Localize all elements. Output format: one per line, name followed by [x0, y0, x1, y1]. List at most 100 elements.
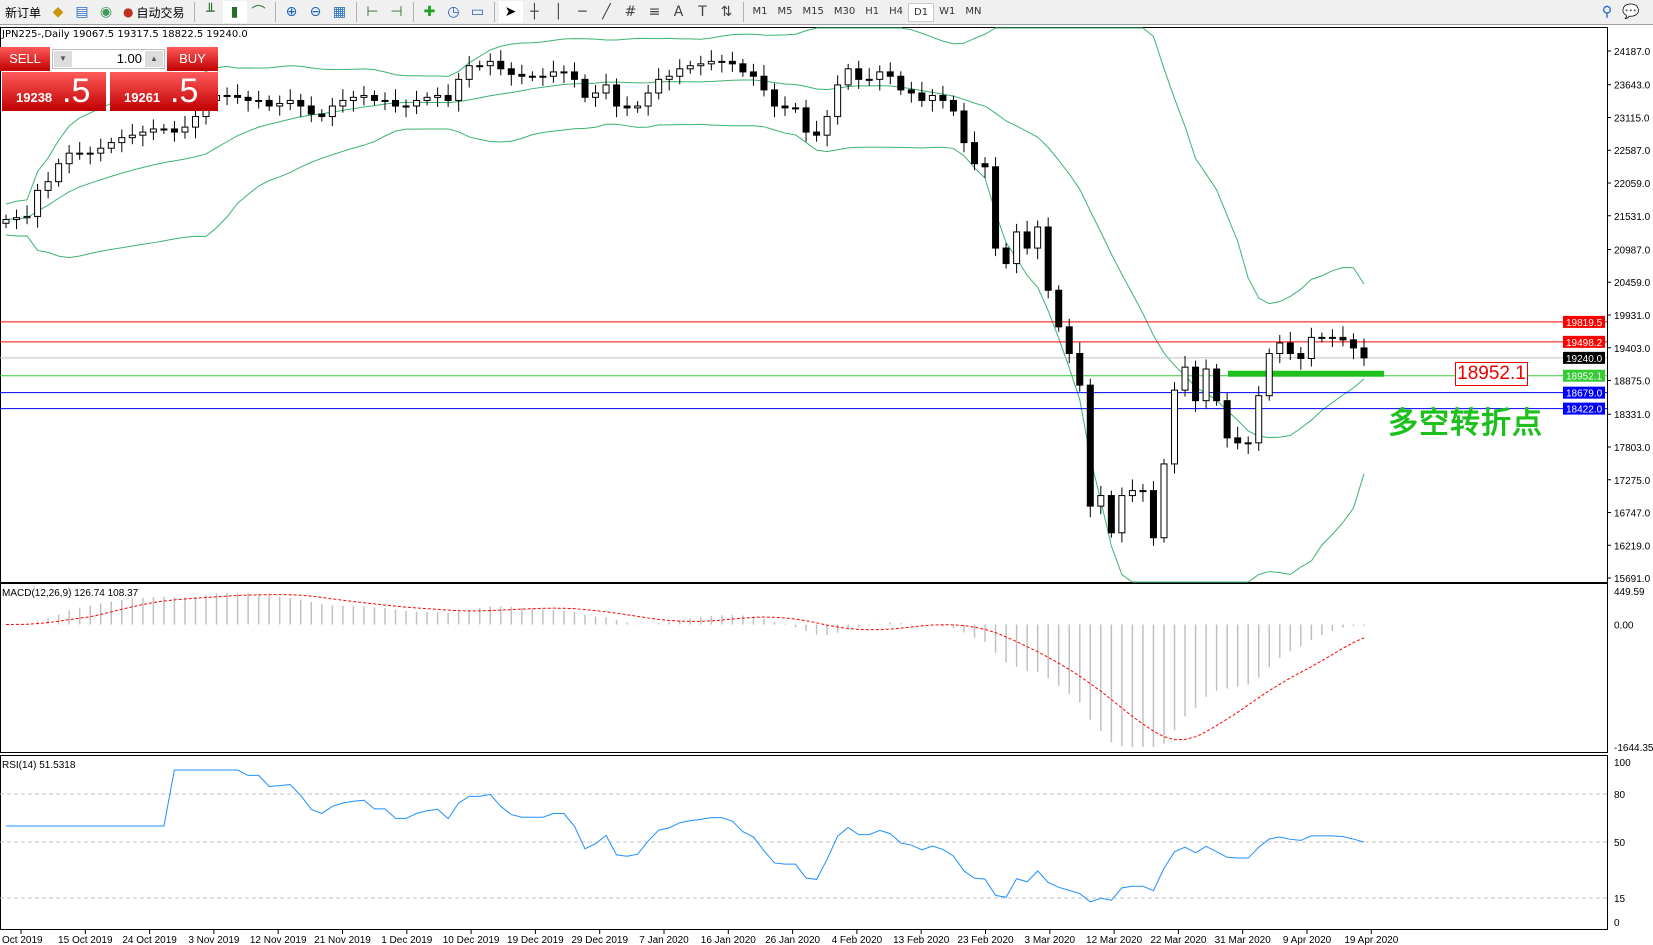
zoom-out-icon[interactable]: ⊖	[309, 4, 322, 20]
chart-shift-icon[interactable]: ⊣	[390, 4, 403, 20]
timeframe-mn[interactable]: MN	[965, 5, 982, 17]
indicators-icon[interactable]: ✚	[423, 4, 436, 20]
price-tick-label: 15691.0	[1614, 574, 1651, 585]
candle-bear	[1339, 336, 1347, 341]
ask-fraction: .5	[170, 72, 199, 110]
timeframe-h1[interactable]: H1	[865, 5, 880, 17]
periods-icon[interactable]: ◷	[447, 4, 460, 20]
candle-bear	[897, 75, 905, 91]
candle-bear	[1149, 490, 1157, 539]
timeframe-d1[interactable]: D1	[908, 2, 935, 22]
text-label-icon[interactable]: T	[698, 4, 707, 20]
candle-bull	[181, 126, 189, 133]
lot-size-input[interactable]: ▼ 1.00 ▲	[52, 49, 165, 69]
lot-decrease-button[interactable]: ▼	[54, 51, 72, 67]
candle-bull	[1255, 395, 1263, 444]
line-chart-icon[interactable]: ⌒	[251, 5, 266, 21]
equidistant-channel-icon[interactable]: #	[624, 4, 637, 20]
candle-bear	[1286, 342, 1294, 355]
candle-bull	[823, 116, 831, 136]
price-tick-label: 19403.0	[1614, 344, 1651, 355]
candle-bear	[1213, 368, 1221, 402]
candle-bear	[1234, 437, 1242, 444]
candle-bull	[149, 128, 157, 133]
chart-info: JPN225-,Daily 19067.5 19317.5 18822.5 19…	[2, 29, 248, 40]
search-icon[interactable]: ⚲	[1601, 4, 1613, 20]
price-level-tag	[1563, 402, 1605, 415]
sell-price[interactable]: 19238 .5	[2, 72, 106, 111]
time-tick-label: 24 Oct 2019	[122, 935, 177, 945]
new-order-button[interactable]: 新订单	[0, 1, 46, 23]
candle-bull	[86, 152, 94, 155]
candle-bear	[518, 73, 526, 77]
auto-trading-button[interactable]: ● 自动交易	[118, 1, 190, 23]
candle-bull	[718, 60, 726, 63]
candle-bear	[1223, 400, 1231, 439]
signal-icon[interactable]: ◉	[99, 4, 113, 20]
zoom-in-icon[interactable]: ⊕	[285, 4, 298, 20]
sell-button[interactable]: SELL	[0, 47, 50, 71]
vertical-line-icon[interactable]: │	[554, 4, 563, 20]
candle-bear	[307, 105, 315, 115]
timeframe-m1[interactable]: M1	[752, 5, 768, 17]
chart-area[interactable]: 24187.0 23643.0 23115.0 22587.0 22059.0 21531…	[0, 25, 1653, 945]
navigator-icon[interactable]: ▤	[75, 4, 89, 20]
candle-bear	[1349, 339, 1357, 349]
candle-bull	[676, 68, 684, 77]
candle-bull	[160, 128, 168, 131]
candle-bull	[455, 78, 463, 101]
chat-icon[interactable]: 💬	[1622, 4, 1640, 20]
trendline-icon[interactable]: ╱	[602, 4, 611, 20]
crosshair-icon[interactable]: ┼	[530, 4, 539, 20]
price-tick-label: 21531.0	[1614, 212, 1651, 223]
price-tick-label: 20459.0	[1614, 278, 1651, 289]
candle-bear	[1297, 353, 1305, 359]
candle-bull	[476, 65, 484, 68]
auto-scroll-icon[interactable]: ⊢	[366, 4, 379, 20]
candle-bull	[1160, 463, 1168, 539]
candle-bull	[23, 215, 31, 219]
candle-bull	[276, 103, 284, 107]
price-tick-label: 16747.0	[1614, 509, 1651, 520]
divider	[193, 2, 195, 22]
horizontal-line-icon[interactable]: ─	[578, 4, 587, 20]
candle-bull	[1276, 342, 1284, 355]
buy-price[interactable]: 19261 .5	[110, 72, 218, 111]
candle-bear	[907, 89, 915, 94]
divider	[493, 2, 495, 22]
price-level-label: 18679.0	[1566, 389, 1603, 400]
candle-bull	[844, 68, 852, 86]
candle-bear	[570, 71, 578, 80]
divider	[274, 2, 276, 22]
tile-windows-icon[interactable]: ▦	[332, 4, 347, 20]
timeframe-m30[interactable]: M30	[833, 5, 856, 17]
timeframe-m5[interactable]: M5	[777, 5, 793, 17]
lot-increase-button[interactable]: ▲	[145, 51, 163, 67]
time-tick-label: 9 Apr 2020	[1283, 935, 1332, 945]
buy-button[interactable]: BUY	[167, 47, 218, 71]
cursor-icon[interactable]: ➤	[498, 1, 523, 23]
annotation-text[interactable]: 多空转折点	[1388, 406, 1543, 441]
fibonacci-icon[interactable]: ≡	[648, 4, 661, 20]
main-panel-frame	[0, 27, 1608, 583]
candle-bull	[1265, 353, 1273, 397]
candlestick-icon[interactable]: ▮	[222, 1, 247, 23]
text-icon[interactable]: A	[673, 4, 684, 20]
candle-bear	[960, 110, 968, 144]
rsi-tick-label: 100	[1614, 758, 1631, 769]
time-tick-label: 21 Nov 2019	[314, 935, 371, 945]
timeframe-w1[interactable]: W1	[939, 5, 956, 17]
candle-bear	[1360, 347, 1368, 359]
price-tick-label: 22587.0	[1614, 146, 1651, 157]
candle-bull	[349, 96, 357, 101]
templates-icon[interactable]: ▭	[470, 4, 485, 20]
price-level-label: 19819.5	[1566, 318, 1603, 329]
annotation-price-box[interactable]: 18952.1	[1455, 362, 1528, 386]
timeframe-h4[interactable]: H4	[889, 5, 904, 17]
timeframe-m15[interactable]: M15	[802, 5, 824, 17]
bar-chart-icon[interactable]: ╨	[206, 4, 215, 20]
candle-bull	[665, 75, 673, 80]
candle-bear	[1044, 226, 1052, 291]
arrows-icon[interactable]: ⇅	[720, 4, 733, 20]
market-watch-icon[interactable]: ◆	[52, 4, 64, 20]
